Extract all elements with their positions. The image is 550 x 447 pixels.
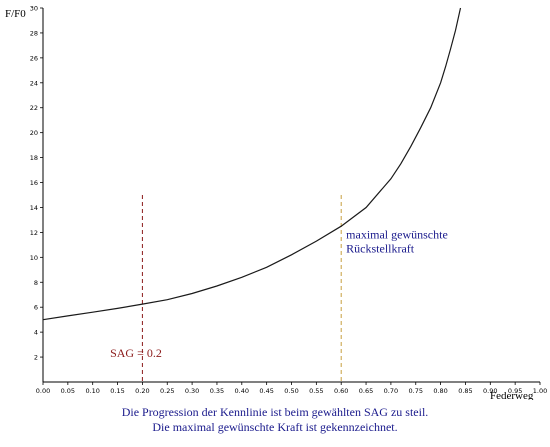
y-tick-label: 20 [30,129,38,137]
x-tick-label: 0.55 [309,387,323,395]
x-tick-label: 0.15 [110,387,124,395]
y-tick-label: 28 [30,29,38,37]
caption-line-2: Die maximal gewünschte Kraft ist gekennz… [152,420,398,434]
x-tick-label: 0.10 [85,387,99,395]
annotation-sag: SAG = 0.2 [110,346,162,360]
annotations: SAG = 0.2 maximal gewünschteRückstellkraf… [110,228,448,360]
x-tick-label: 0.40 [235,387,249,395]
y-tick-label: 10 [30,254,38,262]
x-tick-label: 0.90 [483,387,497,395]
x-tick-label: 0.65 [359,387,373,395]
x-tick-label: 0.75 [409,387,423,395]
y-tick-label: 22 [30,104,38,112]
series-line [42,7,462,321]
spring-curve-chart: 0.00 0.05 0.10 0.15 0.20 0.25 0.30 0.35 0.40 0.45… [5,5,547,401]
y-tick-label: 18 [30,154,38,162]
x-axis-label: Federweg [490,390,534,400]
x-tick-label: 0.20 [135,387,149,395]
y-tick-label: 24 [30,79,38,87]
x-tick-label: 1.00 [533,387,547,395]
y-tick-label: 8 [34,279,38,287]
x-tick-label: 0.95 [508,387,522,395]
marker-lines [141,195,342,382]
x-tick-label: 0.50 [284,387,298,395]
x-tick-label: 0.70 [384,387,398,395]
y-tick-label: 14 [30,204,38,212]
y-tick-label: 16 [30,179,38,187]
annotation-maxforce: maximal gewünschte [346,228,448,242]
y-tick-label: 2 [34,354,38,362]
x-axis-ticks: 0.00 0.05 0.10 0.15 0.20 0.25 0.30 0.35 0.40 0.45… [36,382,547,395]
x-tick-label: 0.80 [433,387,447,395]
y-tick-label: 6 [34,304,38,312]
annotation-maxforce: Rückstellkraft [346,242,415,256]
y-tick-label: 4 [34,329,38,337]
x-tick-label: 0.60 [334,387,348,395]
y-tick-label: 12 [30,229,38,237]
x-tick-label: 0.30 [185,387,199,395]
x-tick-label: 0.00 [36,387,50,395]
x-tick-label: 0.85 [458,387,472,395]
x-tick-label: 0.05 [61,387,75,395]
x-tick-label: 0.45 [259,387,273,395]
y-axis-label: F/F0 [5,8,26,20]
x-tick-label: 0.35 [210,387,224,395]
axes [42,8,540,383]
caption-line-1: Die Progression der Kennlinie ist beim g… [121,405,429,419]
y-tick-label: 26 [30,54,38,62]
x-tick-label: 0.25 [160,387,174,395]
y-tick-label: 30 [30,5,38,13]
